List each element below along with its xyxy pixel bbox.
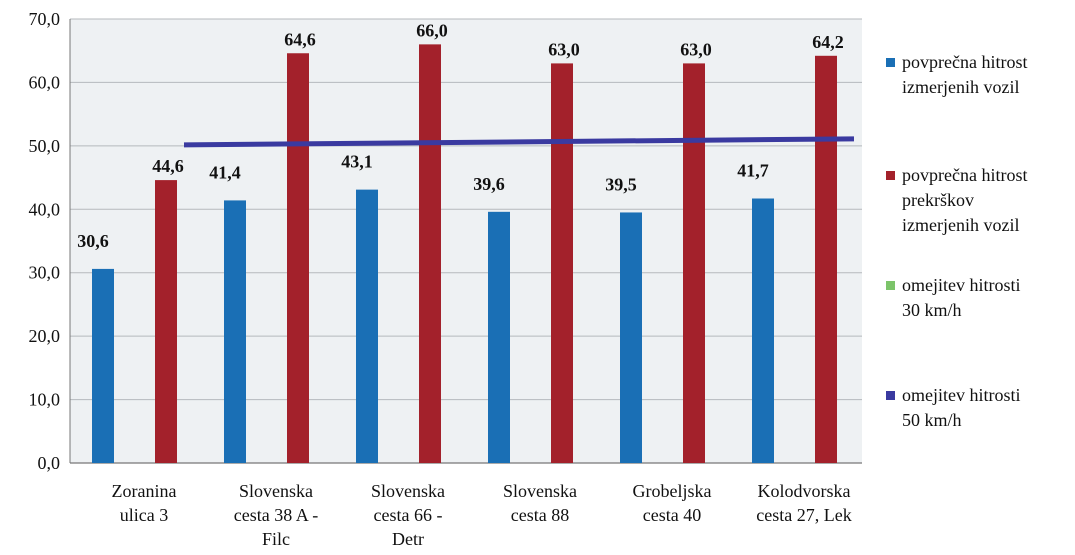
legend-entry: omejitev hitrosti 50 km/h	[882, 383, 1021, 433]
bar-average-speed	[92, 268, 114, 463]
bar-violation-speed	[155, 180, 177, 463]
plot-area	[70, 19, 862, 463]
x-category-label: Zoranina	[112, 481, 177, 501]
bar-violation-speed	[683, 63, 705, 464]
x-category-label: cesta 27, Lek	[756, 505, 851, 525]
data-label: 41,7	[737, 161, 769, 181]
legend-swatch-green	[886, 281, 895, 290]
data-label: 66,0	[416, 20, 448, 40]
legend-swatch-blue	[886, 58, 895, 67]
bar-average-speed	[620, 212, 642, 463]
legend-text: povprečna hitrost	[902, 52, 1028, 72]
data-label: 44,6	[152, 156, 184, 176]
x-category-label: Detr	[392, 529, 424, 549]
legend-text: prekrškov	[902, 190, 974, 210]
data-label: 41,4	[209, 162, 241, 182]
bar-average-speed	[224, 200, 246, 464]
legend-item-limit-30: omejitev hitrosti 30 km/h	[882, 273, 1021, 323]
legend-text: omejitev hitrosti	[902, 385, 1021, 405]
y-tick-label: 40,0	[29, 199, 61, 219]
bar-violation-speed	[815, 55, 837, 463]
legend-text: povprečna hitrost	[902, 165, 1028, 185]
y-tick-label: 10,0	[29, 390, 61, 410]
legend-text: 50 km/h	[902, 410, 962, 430]
x-category-label: Kolodvorska	[758, 481, 851, 501]
bar-violation-speed	[287, 53, 309, 463]
data-label: 43,1	[341, 152, 373, 172]
legend-swatch-red	[886, 171, 895, 180]
data-label: 63,0	[680, 39, 712, 59]
data-label: 64,6	[284, 29, 316, 49]
y-tick-label: 20,0	[29, 326, 61, 346]
bar-violation-speed	[551, 63, 573, 464]
y-tick-label: 50,0	[29, 136, 61, 156]
legend-entry: omejitev hitrosti 30 km/h	[882, 273, 1021, 323]
x-category-label: Slovenska	[503, 481, 577, 501]
data-label: 39,5	[605, 174, 637, 194]
bar-average-speed	[752, 198, 774, 463]
legend-text: izmerjenih vozil	[902, 77, 1020, 97]
legend-entry: povprečna hitrost prekrškov izmerjenih v…	[882, 163, 1027, 238]
y-tick-label: 60,0	[29, 72, 61, 92]
legend-item-violation-speed: povprečna hitrost prekrškov izmerjenih v…	[882, 163, 1027, 238]
y-tick-label: 70,0	[29, 9, 61, 29]
x-category-label: Slovenska	[239, 481, 313, 501]
x-category-label: cesta 38 A -	[234, 505, 318, 525]
x-category-label: cesta 66 -	[374, 505, 443, 525]
bar-average-speed	[488, 211, 510, 463]
chart: 0,0 10,0 20,0 30,0 40,0 50,0 60,0 70,0 30,6 44,6 Z…	[29, 9, 862, 549]
data-label: 39,6	[473, 174, 505, 194]
data-label: 64,2	[812, 32, 844, 52]
bar-average-speed	[356, 189, 378, 463]
data-label: 30,6	[77, 231, 109, 251]
y-tick-label: 0,0	[38, 453, 61, 473]
x-category-label: ulica 3	[120, 505, 168, 525]
x-category-label: Slovenska	[371, 481, 445, 501]
x-category-label: Grobeljska	[633, 481, 712, 501]
legend-text: 30 km/h	[902, 300, 962, 320]
legend-item-average-speed: povprečna hitrost izmerjenih vozil	[882, 50, 1027, 100]
legend-swatch-navy	[886, 391, 895, 400]
legend-entry: povprečna hitrost izmerjenih vozil	[882, 50, 1027, 100]
legend-item-limit-50: omejitev hitrosti 50 km/h	[882, 383, 1021, 433]
reference-line-50	[183, 136, 855, 148]
bar-violation-speed	[419, 44, 441, 463]
y-tick-label: 30,0	[29, 263, 61, 283]
x-category-label: Filc	[262, 529, 290, 549]
data-label: 63,0	[548, 39, 580, 59]
legend-text: izmerjenih vozil	[902, 215, 1020, 235]
x-category-label: cesta 88	[511, 505, 569, 525]
x-category-label: cesta 40	[643, 505, 701, 525]
legend-text: omejitev hitrosti	[902, 275, 1021, 295]
